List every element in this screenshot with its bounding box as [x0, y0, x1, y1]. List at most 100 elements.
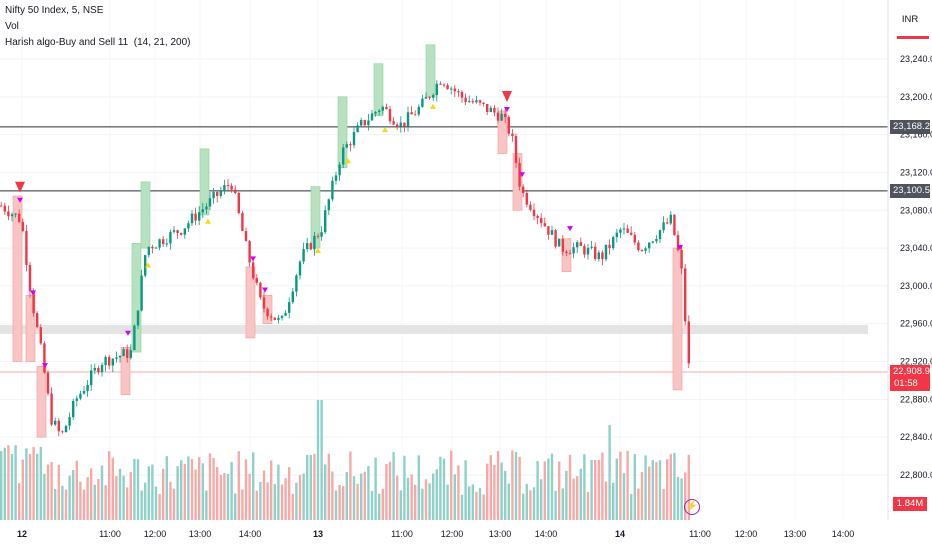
- candle-up: [111, 358, 114, 366]
- buy-marker-icon: [430, 103, 436, 109]
- volume-bar: [162, 468, 165, 520]
- volume-bar: [259, 481, 262, 520]
- candle-down: [252, 262, 255, 279]
- candle-up: [205, 206, 208, 210]
- candle-up: [612, 237, 615, 249]
- volume-bar: [320, 400, 323, 520]
- candle-down: [518, 163, 521, 187]
- candle-down: [579, 242, 582, 246]
- candle-up: [432, 95, 435, 98]
- volume-bar: [46, 464, 50, 520]
- candle-up: [158, 239, 161, 248]
- lightning-icon[interactable]: ⚡: [684, 499, 700, 515]
- time-tick-label: 11:00: [99, 529, 121, 539]
- candle-down: [673, 214, 676, 236]
- indicator-legend[interactable]: Harish algo-Buy and Sell 11 (14, 21, 200…: [5, 37, 191, 48]
- volume-bar: [198, 457, 201, 520]
- volume-bar: [32, 447, 35, 520]
- volume-bar: [100, 465, 104, 520]
- sell-marker-icon: [42, 363, 48, 369]
- volume-bar: [205, 490, 208, 520]
- volume-bar: [608, 425, 611, 520]
- candle-up: [381, 106, 384, 111]
- candle-up: [669, 214, 672, 224]
- candle-down: [3, 205, 6, 212]
- volume-bar: [306, 455, 309, 520]
- volume-bar: [291, 493, 294, 520]
- candle-up: [421, 98, 424, 107]
- candle-down: [446, 85, 449, 90]
- candle-down: [471, 101, 474, 103]
- candle-down: [262, 297, 266, 309]
- volume-bar: [478, 488, 482, 520]
- candle-up: [597, 252, 600, 260]
- volume-bar: [288, 467, 291, 520]
- buy-signal-box: [425, 44, 436, 98]
- candle-down: [543, 223, 546, 227]
- candle-up: [280, 315, 284, 318]
- candle-down: [180, 232, 183, 235]
- volume-bar: [61, 485, 64, 520]
- candle-up: [450, 88, 453, 90]
- symbol-legend[interactable]: Nifty 50 Index, 5, NSE: [5, 5, 104, 16]
- candle-down: [50, 393, 53, 425]
- candle-up: [619, 229, 622, 233]
- price-tick-label: 23,200.00: [900, 92, 932, 102]
- candle-up: [10, 214, 14, 217]
- volume-bar: [262, 470, 266, 520]
- candle-down: [403, 122, 406, 127]
- price-tick-label: 22,920.00: [900, 357, 932, 367]
- time-tick-label: 11:00: [689, 529, 711, 539]
- candle-up: [378, 110, 381, 113]
- candle-up: [406, 112, 410, 127]
- volume-bar: [187, 456, 190, 520]
- time-tick-label: 14:00: [535, 529, 558, 539]
- candle-down: [21, 221, 24, 232]
- volume-bar: [108, 451, 111, 520]
- volume-bar: [327, 453, 330, 520]
- volume-bar: [367, 466, 370, 520]
- candle-up: [302, 249, 305, 262]
- volume-bar: [86, 477, 89, 520]
- volume-bar: [165, 456, 168, 520]
- volume-legend[interactable]: Vol: [5, 21, 19, 32]
- volume-bar: [529, 490, 532, 520]
- candle-up: [75, 398, 78, 401]
- currency-label[interactable]: INR: [901, 14, 919, 25]
- volume-bar: [75, 460, 78, 520]
- candle-down: [511, 133, 514, 137]
- volume-bar: [475, 491, 478, 520]
- candle-down: [687, 321, 690, 364]
- volume-bar: [511, 450, 514, 520]
- volume-bar: [662, 488, 665, 520]
- candle-up: [468, 101, 471, 103]
- volume-bar: [561, 488, 564, 520]
- time-tick-label: 14:00: [832, 529, 855, 539]
- volume-bar: [230, 461, 233, 520]
- volume-bar: [90, 468, 93, 520]
- candle-down: [234, 189, 237, 194]
- candle-up: [208, 198, 212, 207]
- candle-down: [478, 100, 482, 103]
- candle-down: [633, 234, 636, 243]
- price-tick-label: 23,000.00: [900, 281, 932, 291]
- candle-up: [190, 213, 194, 224]
- volume-bar: [640, 471, 644, 520]
- candle-down: [255, 278, 258, 283]
- candle-down: [504, 113, 507, 118]
- volume-bar: [97, 478, 100, 520]
- volume-bar: [118, 468, 122, 520]
- candle-down: [568, 253, 572, 255]
- volume-bar: [64, 489, 68, 520]
- volume-bar: [273, 484, 276, 520]
- candle-down: [457, 91, 460, 93]
- candle-up: [104, 357, 107, 366]
- time-tick-label: 12:00: [441, 529, 464, 539]
- volume-bar: [136, 459, 140, 520]
- candle-down: [525, 193, 528, 205]
- candle-up: [223, 185, 226, 192]
- volume-bar: [133, 458, 136, 520]
- volume-bar: [363, 471, 366, 520]
- candle-up: [147, 246, 150, 256]
